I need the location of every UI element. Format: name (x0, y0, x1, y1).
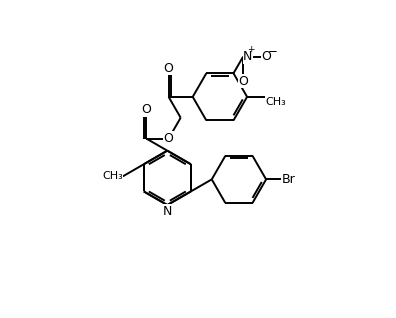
Text: CH₃: CH₃ (102, 171, 123, 181)
Text: Br: Br (282, 173, 295, 186)
Text: CH₃: CH₃ (265, 97, 286, 107)
Text: O: O (238, 75, 248, 88)
Text: O: O (261, 50, 271, 63)
Text: N: N (243, 50, 253, 63)
Text: +: + (247, 45, 254, 54)
Text: N: N (163, 205, 172, 218)
Text: O: O (164, 62, 173, 75)
Text: O: O (164, 132, 173, 145)
Text: −: − (267, 45, 277, 58)
Text: O: O (141, 103, 151, 116)
